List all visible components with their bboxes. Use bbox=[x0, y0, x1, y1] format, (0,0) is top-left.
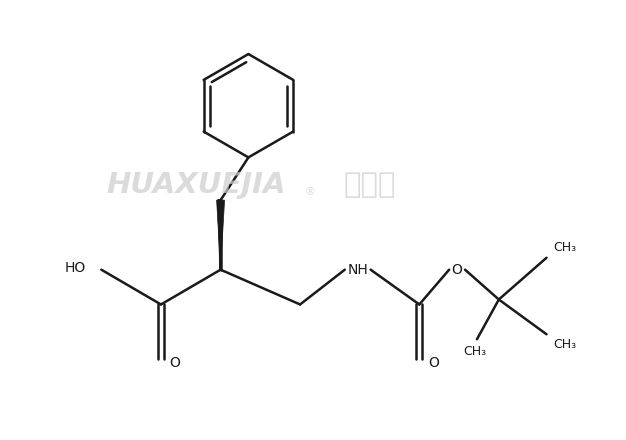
Text: CH₃: CH₃ bbox=[553, 338, 576, 351]
Text: HUAXUEJIA: HUAXUEJIA bbox=[106, 171, 285, 199]
Text: 化学加: 化学加 bbox=[344, 171, 396, 199]
Text: ®: ® bbox=[304, 187, 316, 197]
Text: O: O bbox=[428, 356, 439, 370]
Text: O: O bbox=[451, 263, 463, 277]
Text: CH₃: CH₃ bbox=[463, 345, 486, 358]
Text: HO: HO bbox=[64, 260, 85, 275]
Text: CH₃: CH₃ bbox=[553, 241, 576, 254]
Polygon shape bbox=[217, 200, 225, 270]
Text: O: O bbox=[170, 356, 180, 370]
Text: NH: NH bbox=[347, 263, 368, 277]
